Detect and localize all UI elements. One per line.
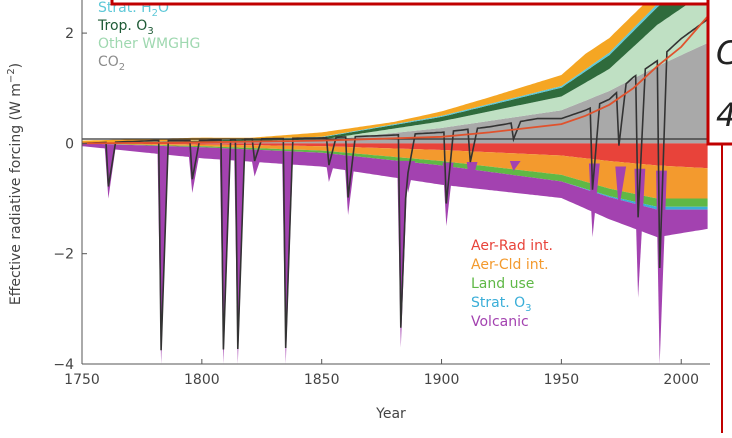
y-tick-label: −4 <box>53 357 74 373</box>
x-axis-title: Year <box>375 406 406 422</box>
legend-entry: Volcanic <box>471 314 529 330</box>
x-tick-label: 1800 <box>184 372 220 388</box>
y-ticks: −4 −2 0 2 <box>53 26 87 373</box>
x-tick-label: 1900 <box>424 372 460 388</box>
anthropogenic-line <box>81 15 709 145</box>
legend-entry: Strat. O3 <box>471 295 532 314</box>
area-neg-2 <box>82 143 708 207</box>
y-axis-title: Effective radiative forcing (W m−2) <box>6 63 24 305</box>
legend-entry: CO2 <box>98 54 125 73</box>
volcanic-spike-11 <box>442 162 454 227</box>
legend-entry: Other WMGHG <box>98 36 200 52</box>
legend-entry: Aer-Cld int. <box>471 257 549 273</box>
x-tick-label: 2000 <box>663 372 699 388</box>
volcanic-spike-15 <box>615 166 627 210</box>
volcanic-spike-12 <box>466 162 478 188</box>
line-layers <box>81 15 709 351</box>
legend-bottom: Aer-Rad int. Aer-Cld int. Land use Strat. O… <box>471 238 553 330</box>
y-tick-label: 2 <box>65 26 74 42</box>
area-volcanic <box>82 143 708 238</box>
overlay-box-top <box>110 0 726 6</box>
y-tick-label: 0 <box>65 136 74 152</box>
area-neg-1 <box>82 143 708 199</box>
legend-entry: Trop. O3 <box>97 18 154 37</box>
overlay-partial-text-2: 4 <box>716 96 732 134</box>
volcanic-spike-5 <box>250 155 262 177</box>
area-neg-0 <box>82 143 708 169</box>
area-pos-1 <box>82 0 708 144</box>
legend-entry: Land use <box>471 276 534 292</box>
volcanic-spike-13 <box>509 161 521 171</box>
x-tick-label: 1850 <box>304 372 340 388</box>
overlay-partial-text-1: C <box>716 34 732 72</box>
y-tick-label: −2 <box>53 247 74 263</box>
overlay-box-right <box>706 0 732 146</box>
area-layers <box>82 0 708 210</box>
x-tick-label: 1750 <box>64 372 100 388</box>
total-line <box>81 18 709 351</box>
volcanic-spike-10 <box>404 161 416 194</box>
legend-entry: Aer-Rad int. <box>471 238 553 254</box>
x-tick-label: 1950 <box>544 372 580 388</box>
x-ticks: 1750 1800 1850 1900 1950 2000 <box>64 359 699 388</box>
